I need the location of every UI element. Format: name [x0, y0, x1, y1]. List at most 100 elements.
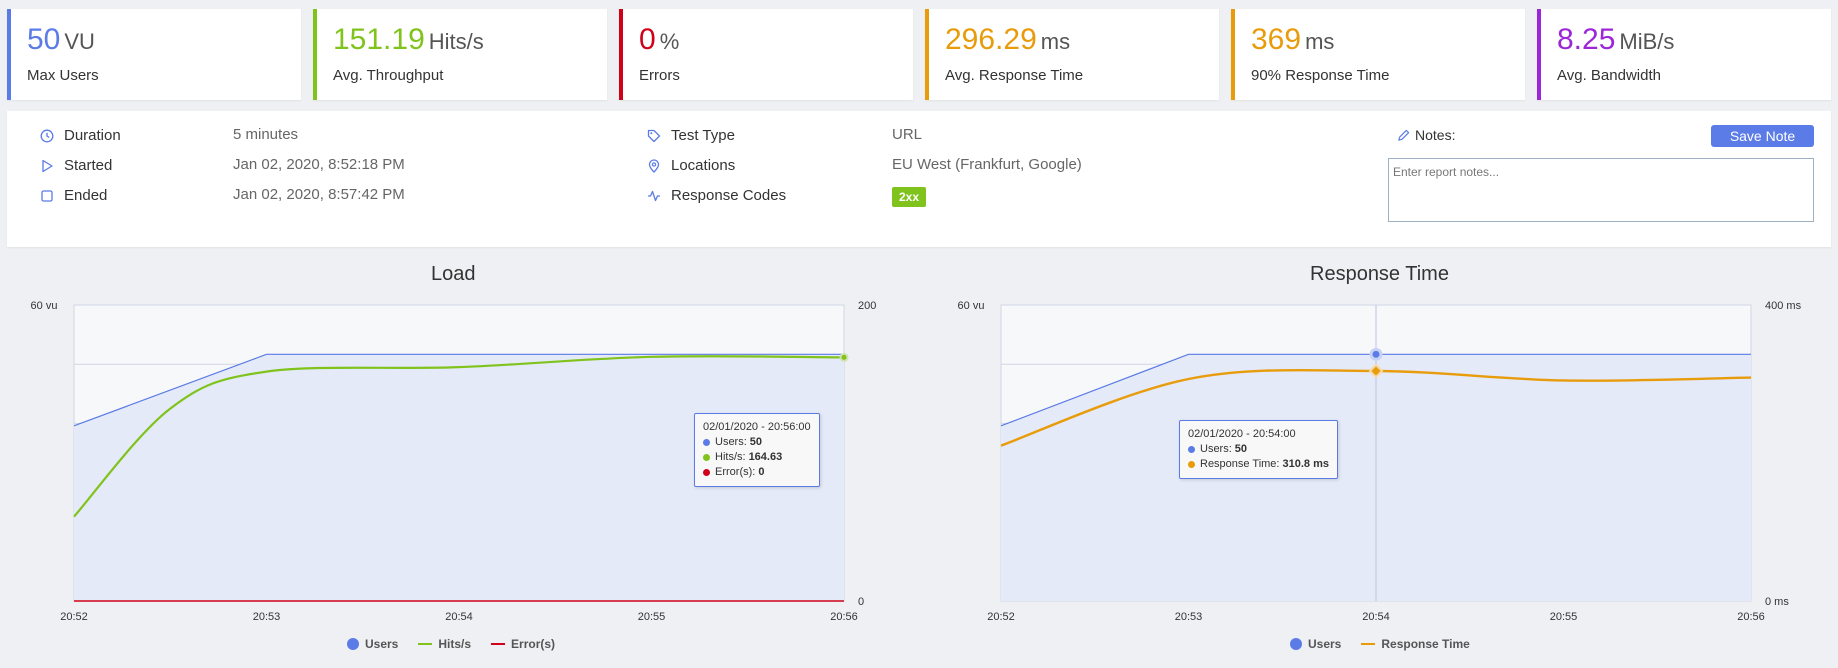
tooltip-hits-label: Hits/s:: [715, 451, 746, 463]
tooltip-users-label: Users:: [715, 436, 747, 448]
notes-input[interactable]: [1388, 158, 1814, 222]
response-y-right-bottom: 0 ms: [1765, 596, 1789, 608]
locations-row: Locations: [647, 157, 735, 174]
test-info-panel: Duration 5 minutes Started Jan 02, 2020,…: [7, 111, 1831, 247]
x-tick-label: 20:55: [1550, 611, 1578, 623]
started-value: Jan 02, 2020, 8:52:18 PM: [233, 156, 405, 173]
tooltip-rt-label: Response Time:: [1200, 458, 1280, 470]
response-y-right-top: 400 ms: [1765, 300, 1802, 312]
kpi-90-response-time: 369 ms 90% Response Time: [1231, 9, 1525, 100]
load-users-line: [73, 353, 844, 427]
x-tick-label: 20:54: [445, 611, 473, 623]
tag-icon: [647, 129, 661, 143]
response-time-hover-point: [1368, 363, 1384, 379]
response-codes-row: Response Codes: [647, 187, 786, 204]
response-code-badge: 2xx: [892, 187, 927, 207]
legend-label: Users: [365, 637, 399, 651]
kpi-label: Max Users: [27, 67, 99, 84]
pencil-icon: [1398, 129, 1410, 141]
load-chart-title: Load: [431, 263, 476, 285]
users-legend-icon: [347, 638, 359, 650]
duration-label: Duration: [64, 127, 121, 144]
load-hits-line: [73, 355, 845, 518]
load-legend: Users Hits/s Error(s): [347, 637, 555, 651]
locations-value: EU West (Frankfurt, Google): [892, 156, 1082, 173]
kpi-max-users: 50 VU Max Users: [7, 9, 301, 100]
x-tick-label: 20:54: [1362, 611, 1390, 623]
test-type-row: Test Type: [647, 127, 735, 144]
duration-value: 5 minutes: [233, 126, 299, 143]
kpi-avg-throughput: 151.19 Hits/s Avg. Throughput: [313, 9, 607, 100]
kpi-unit: ms: [1040, 29, 1071, 54]
x-tick-label: 20:52: [60, 611, 88, 623]
tooltip-users-value: 50: [749, 436, 763, 448]
kpi-avg-response-time: 296.29 ms Avg. Response Time: [925, 9, 1219, 100]
ended-value: Jan 02, 2020, 8:57:42 PM: [233, 186, 405, 203]
kpi-value: 0: [639, 23, 656, 56]
kpi-avg-bandwidth: 8.25 MiB/s Avg. Bandwidth: [1537, 9, 1831, 100]
legend-item-hits[interactable]: Hits/s: [418, 637, 471, 651]
legend-label: Users: [1308, 637, 1342, 651]
kpi-unit: VU: [64, 29, 95, 54]
ended-row: Ended: [40, 187, 107, 204]
hits-legend-icon: [418, 643, 433, 645]
load-y-right-bottom: 0: [858, 596, 864, 608]
kpi-value: 151.19: [333, 23, 425, 56]
kpi-label: Avg. Response Time: [945, 67, 1084, 84]
stop-icon: [40, 189, 54, 203]
load-users-area: [74, 354, 844, 601]
legend-item-users[interactable]: Users: [1290, 637, 1341, 651]
x-tick-label: 20:53: [253, 611, 281, 623]
kpi-label: 90% Response Time: [1251, 67, 1390, 84]
legend-item-response-time[interactable]: Response Time: [1361, 637, 1470, 651]
test-type-label: Test Type: [671, 127, 735, 144]
x-tick-label: 20:52: [987, 611, 1015, 623]
tooltip-hits-value: 164.63: [748, 451, 783, 463]
started-row: Started: [40, 157, 112, 174]
started-label: Started: [64, 157, 113, 174]
notes-label: Notes:: [1415, 127, 1456, 143]
x-tick-label: 20:56: [1737, 611, 1765, 623]
legend-label: Hits/s: [438, 637, 472, 651]
errors-marker-icon: [703, 469, 710, 476]
clock-icon: [40, 129, 54, 143]
play-icon: [40, 159, 54, 173]
users-marker-icon: [1188, 446, 1195, 453]
load-x-axis: 20:52 20:53 20:54 20:55 20:56: [60, 611, 858, 623]
duration-row: Duration: [40, 127, 121, 144]
kpi-value: 8.25: [1557, 23, 1616, 56]
tooltip-users-label: Users:: [1200, 443, 1232, 455]
response-x-axis: 20:52 20:53 20:54 20:55 20:56: [987, 611, 1765, 623]
load-chart: 60 vu 200 0 20:52 20:53 20:54 20:55 20:56: [31, 300, 877, 623]
x-tick-label: 20:56: [830, 611, 858, 623]
kpi-value: 369: [1251, 23, 1302, 56]
location-pin-icon: [647, 158, 661, 173]
load-hover-point: [839, 352, 849, 362]
response-legend-icon: [1361, 643, 1376, 645]
users-marker-icon: [703, 439, 710, 446]
tooltip-time: 02/01/2020 - 20:54:00: [1188, 428, 1296, 440]
response-chart-title: Response Time: [1310, 263, 1449, 285]
legend-item-users[interactable]: Users: [347, 637, 398, 651]
kpi-unit: ms: [1305, 29, 1335, 54]
kpi-row: 50 VU Max Users 151.19 Hits/s Avg. Through…: [7, 9, 1831, 100]
tooltip-users-value: 50: [1234, 443, 1248, 455]
x-tick-label: 20:55: [638, 611, 666, 623]
kpi-unit: %: [659, 29, 680, 54]
notes-label-row: Notes:: [1397, 127, 1455, 143]
errors-legend-icon: [491, 643, 506, 645]
response-marker-icon: [1188, 461, 1195, 468]
kpi-label: Avg. Bandwidth: [1557, 67, 1661, 84]
kpi-label: Avg. Throughput: [333, 67, 444, 84]
save-note-button[interactable]: Save Note: [1711, 125, 1814, 147]
kpi-label: Errors: [639, 67, 680, 84]
kpi-value: 296.29: [945, 23, 1037, 56]
legend-item-errors[interactable]: Error(s): [491, 637, 555, 651]
activity-icon: [647, 189, 661, 203]
ended-label: Ended: [64, 187, 108, 204]
users-legend-icon: [1290, 638, 1302, 650]
kpi-unit: Hits/s: [428, 29, 484, 54]
kpi-unit: MiB/s: [1619, 29, 1675, 54]
tooltip-rt-value: 310.8 ms: [1282, 458, 1329, 470]
tooltip-errors-label: Error(s):: [715, 466, 756, 478]
